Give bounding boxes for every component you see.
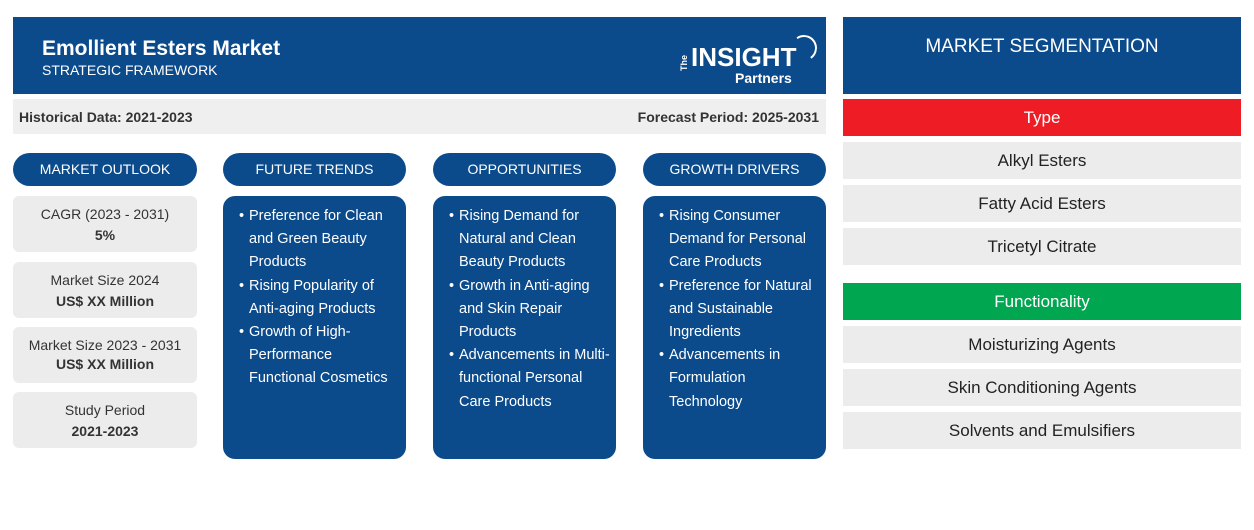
- page-subtitle: STRATEGIC FRAMEWORK: [42, 62, 218, 78]
- forecast-period: Forecast Period: 2025-2031: [637, 109, 819, 125]
- opportunities-box: Rising Demand for Natural and Clean Beau…: [433, 196, 616, 459]
- list-item: Growth in Anti-aging and Skin Repair Pro…: [449, 275, 610, 345]
- growth-drivers-box: Rising Consumer Demand for Personal Care…: [643, 196, 826, 459]
- logo-the-text: The: [679, 54, 689, 71]
- list-item: Preference for Natural and Sustainable I…: [659, 275, 820, 345]
- list-item: Advancements in Formulation Technology: [659, 344, 820, 414]
- historical-period: Historical Data: 2021-2023: [19, 109, 193, 125]
- pill-market-outlook: MARKET OUTLOOK: [13, 153, 197, 186]
- stat-label: Study Period: [64, 402, 146, 418]
- stat-value: 5%: [94, 227, 116, 243]
- header-banner: Emollient Esters Market STRATEGIC FRAMEW…: [13, 17, 826, 94]
- segment-item: Tricetyl Citrate: [843, 228, 1241, 265]
- stat-value: 2021-2023: [71, 423, 139, 439]
- segment-item: Solvents and Emulsifiers: [843, 412, 1241, 449]
- opportunities-list: Rising Demand for Natural and Clean Beau…: [449, 205, 610, 414]
- stat-market-size-range: Market Size 2023 - 2031 US$ XX Million: [13, 327, 197, 383]
- list-item: Preference for Clean and Green Beauty Pr…: [239, 205, 400, 275]
- segment-item: Fatty Acid Esters: [843, 185, 1241, 222]
- stat-market-size-2024: Market Size 2024 US$ XX Million: [13, 262, 197, 318]
- list-item: Rising Demand for Natural and Clean Beau…: [449, 205, 610, 275]
- stat-value: US$ XX Million: [55, 293, 154, 309]
- stat-cagr: CAGR (2023 - 2031) 5%: [13, 196, 197, 252]
- list-item: Growth of High-Performance Functional Co…: [239, 321, 400, 391]
- stat-label: Market Size 2024: [50, 272, 160, 288]
- growth-drivers-list: Rising Consumer Demand for Personal Care…: [659, 205, 820, 414]
- list-item: Rising Consumer Demand for Personal Care…: [659, 205, 820, 275]
- pill-future-trends: FUTURE TRENDS: [223, 153, 406, 186]
- page-title: Emollient Esters Market: [42, 37, 281, 60]
- pill-opportunities: OPPORTUNITIES: [433, 153, 616, 186]
- logo-insight-text: INSIGHT: [691, 42, 797, 72]
- insight-partners-logo: The INSIGHT Partners: [665, 32, 820, 93]
- segment-item: Alkyl Esters: [843, 142, 1241, 179]
- stat-label: Market Size 2023 - 2031: [28, 337, 182, 353]
- list-item: Rising Popularity of Anti-aging Products: [239, 275, 400, 321]
- segment-category-type: Type: [843, 99, 1241, 136]
- segment-category-functionality: Functionality: [843, 283, 1241, 320]
- segmentation-title: MARKET SEGMENTATION: [843, 17, 1241, 94]
- list-item: Advancements in Multi-functional Persona…: [449, 344, 610, 414]
- stat-value: US$ XX Million: [55, 356, 154, 372]
- future-trends-list: Preference for Clean and Green Beauty Pr…: [239, 205, 400, 391]
- period-bar: Historical Data: 2021-2023 Forecast Peri…: [13, 99, 826, 134]
- future-trends-box: Preference for Clean and Green Beauty Pr…: [223, 196, 406, 459]
- stat-label: CAGR (2023 - 2031): [40, 206, 170, 222]
- segment-item: Skin Conditioning Agents: [843, 369, 1241, 406]
- logo-partners-text: Partners: [735, 70, 792, 86]
- segment-item: Moisturizing Agents: [843, 326, 1241, 363]
- pill-growth-drivers: GROWTH DRIVERS: [643, 153, 826, 186]
- stat-study-period: Study Period 2021-2023: [13, 392, 197, 448]
